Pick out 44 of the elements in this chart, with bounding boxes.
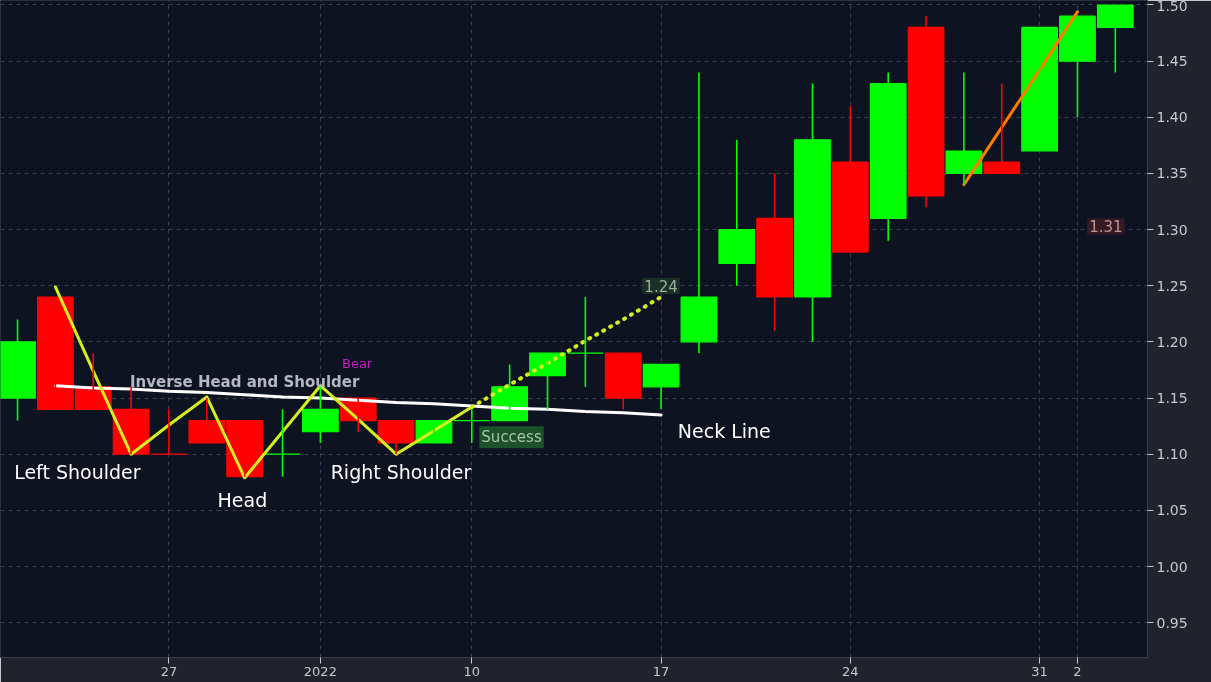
y-tick-label: 1.20 (1156, 333, 1188, 350)
y-tick-label: 1.45 (1156, 53, 1188, 70)
y-tick-label: 1.50 (1156, 0, 1188, 14)
candlestick (301, 386, 339, 444)
candlestick (831, 105, 869, 253)
candlestick (604, 352, 642, 411)
candlestick (642, 363, 680, 411)
y-tick-label: 0.95 (1156, 614, 1188, 631)
candlestick (264, 408, 301, 478)
y-tick-label: 1.05 (1156, 502, 1188, 519)
annotation: Right Shoulder (330, 461, 472, 484)
annotation: 1.31 (1089, 218, 1123, 237)
annotation: Left Shoulder (14, 461, 141, 484)
y-tick-label: 1.40 (1156, 109, 1188, 126)
data-label: 1.24 (644, 277, 678, 296)
x-tick-label: 27 (160, 663, 178, 679)
x-tick-label: 2 (1073, 663, 1082, 679)
candlestick (983, 82, 1021, 175)
annotation: Head (217, 489, 268, 512)
x-tick-label: 17 (652, 663, 670, 679)
y-tick-label: 1.25 (1156, 277, 1188, 294)
candlestick (869, 71, 907, 242)
candlestick (680, 71, 718, 354)
y-tick-label: 1.00 (1156, 558, 1188, 575)
y-tick-label: 1.15 (1156, 390, 1188, 407)
annotation: Neck Line (677, 419, 771, 442)
candlestick (907, 15, 945, 208)
y-tick-label: 1.30 (1156, 221, 1188, 238)
candlestick (150, 408, 188, 456)
x-tick-label: 10 (463, 663, 481, 679)
y-tick-label: 1.10 (1156, 446, 1188, 463)
x-tick-label: 31 (1031, 663, 1048, 679)
x-tick-label: 24 (842, 663, 859, 679)
y-tick-label: 1.35 (1156, 165, 1188, 182)
annotation: Inverse Head and Shoulder (129, 373, 360, 392)
candlestick (718, 138, 756, 287)
annotation: Bear (341, 355, 373, 371)
line-series (962, 10, 1079, 187)
candlestick (0, 318, 36, 422)
x-tick-label: 2022 (303, 663, 337, 679)
candlestick (756, 172, 794, 332)
candlestick (566, 296, 604, 388)
annotation: Success (481, 428, 542, 447)
candlestick (794, 82, 831, 343)
